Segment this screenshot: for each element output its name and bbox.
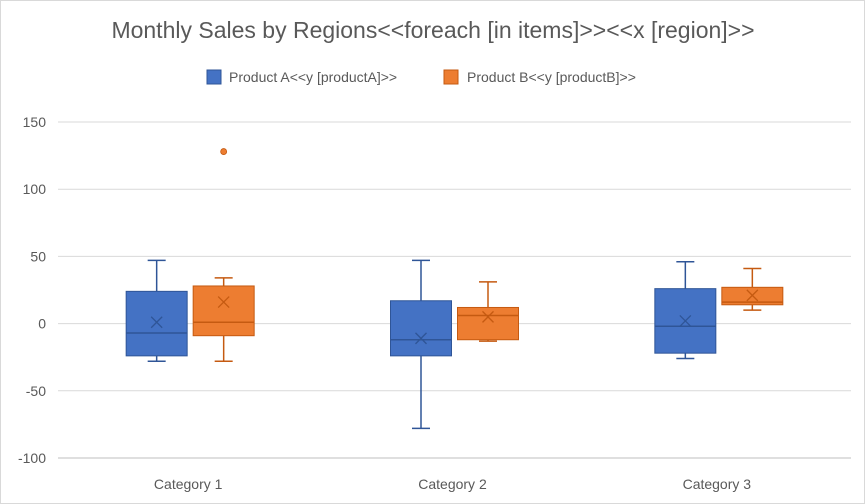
iqr-box-product-b-category-1	[192, 285, 255, 337]
legend-swatch-product-a	[206, 69, 222, 85]
y-tick-label-50: 50	[30, 248, 46, 264]
box-product-a-category-2	[390, 259, 452, 430]
mean-marker-b-product-b-category-2	[482, 310, 494, 323]
legend-label-product-a: Product A<<y [productA]>>	[229, 69, 397, 85]
y-tick-label-50: -50	[26, 383, 46, 399]
box-product-b-category-3	[721, 267, 784, 311]
iqr-box-product-b-category-2	[457, 306, 519, 341]
gridlines	[58, 121, 851, 459]
legend-item-product-a[interactable]: Product A<<y [productA]>>	[206, 69, 397, 85]
plot-area	[125, 148, 784, 430]
x-tick-label-category-1: Category 1	[154, 476, 223, 492]
y-tick-label-100: 100	[23, 181, 47, 197]
chart-title: Monthly Sales by Regions<<foreach [in it…	[111, 17, 754, 43]
x-tick-label-category-2: Category 2	[418, 476, 487, 492]
outlier-product-b-category-1-0	[220, 148, 228, 155]
mean-marker-b-product-a-category-3	[679, 314, 692, 327]
legend-item-product-b[interactable]: Product B<<y [productB]>>	[443, 69, 636, 85]
mean-marker-b-product-b-category-1	[217, 296, 230, 309]
legend: Product A<<y [productA]>> Product B<<y […	[206, 69, 636, 85]
box-product-b-category-2	[457, 281, 519, 342]
iqr-box-product-a-category-1	[125, 290, 188, 357]
box-product-a-category-3	[654, 261, 717, 360]
x-tick-label-category-3: Category 3	[683, 476, 752, 492]
mean-marker-b-product-b-category-3	[746, 289, 759, 302]
y-tick-label-150: 150	[23, 114, 47, 130]
box-product-a-category-1	[125, 259, 188, 362]
legend-label-product-b: Product B<<y [productB]>>	[467, 69, 636, 85]
mean-marker-b-product-a-category-1	[150, 316, 163, 329]
y-tick-label-100: -100	[18, 450, 46, 466]
mean-marker-b-product-a-category-2	[415, 332, 427, 345]
y-tick-label-0: 0	[38, 316, 46, 332]
x-axis-ticks: Category 1 Category 2 Category 3	[154, 476, 751, 492]
y-axis-ticks: 150 100 50 0 -50 -100	[18, 114, 46, 466]
box-product-b-category-1	[192, 148, 255, 362]
iqr-box-product-a-category-2	[390, 300, 452, 357]
legend-swatch-product-b	[443, 69, 459, 85]
